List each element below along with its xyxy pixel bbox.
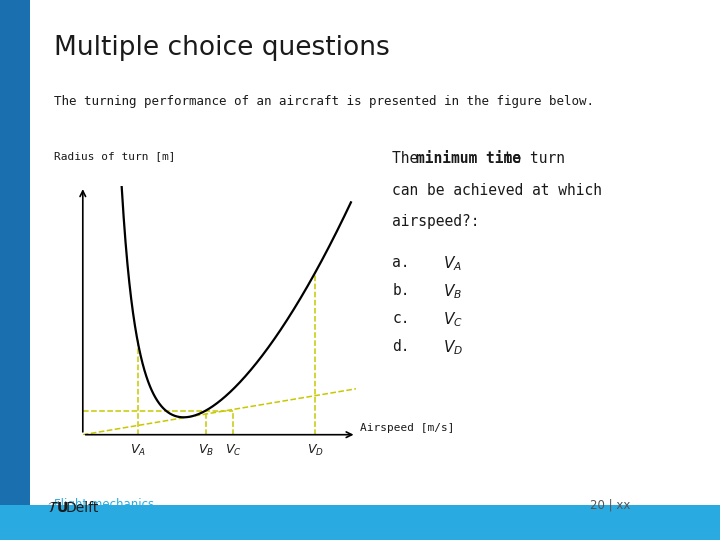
Text: 20 | xx: 20 | xx xyxy=(590,498,631,511)
Text: The: The xyxy=(392,151,428,166)
Text: The turning performance of an aircraft is presented in the figure below.: The turning performance of an aircraft i… xyxy=(54,94,594,107)
Text: to turn: to turn xyxy=(495,151,565,166)
Text: $V_{D}$: $V_{D}$ xyxy=(307,443,324,458)
Text: Flight mechanics: Flight mechanics xyxy=(54,498,154,511)
Text: U: U xyxy=(57,501,68,515)
Text: b.: b. xyxy=(392,282,410,298)
Text: airspeed?:: airspeed?: xyxy=(392,214,480,229)
Text: Multiple choice questions: Multiple choice questions xyxy=(54,35,390,61)
Text: $V_{B}$: $V_{B}$ xyxy=(443,282,462,301)
Text: Delft: Delft xyxy=(66,501,99,515)
Text: can be achieved at which: can be achieved at which xyxy=(392,183,603,198)
Text: Airspeed [m/s]: Airspeed [m/s] xyxy=(360,423,454,433)
Text: d.: d. xyxy=(392,339,410,354)
Text: $V_{A}$: $V_{A}$ xyxy=(130,443,145,458)
Text: $V_{B}$: $V_{B}$ xyxy=(198,443,214,458)
Text: $V_{D}$: $V_{D}$ xyxy=(443,339,463,357)
Text: $V_{C}$: $V_{C}$ xyxy=(443,310,463,329)
Text: minimum time: minimum time xyxy=(416,151,521,166)
Text: $V_{A}$: $V_{A}$ xyxy=(443,254,462,273)
Text: a.: a. xyxy=(392,254,410,269)
Text: $\mathcal{T}$: $\mathcal{T}$ xyxy=(47,500,60,515)
Text: c.: c. xyxy=(392,310,410,326)
Text: Radius of turn [m]: Radius of turn [m] xyxy=(54,151,176,161)
Text: $V_{C}$: $V_{C}$ xyxy=(225,443,242,458)
